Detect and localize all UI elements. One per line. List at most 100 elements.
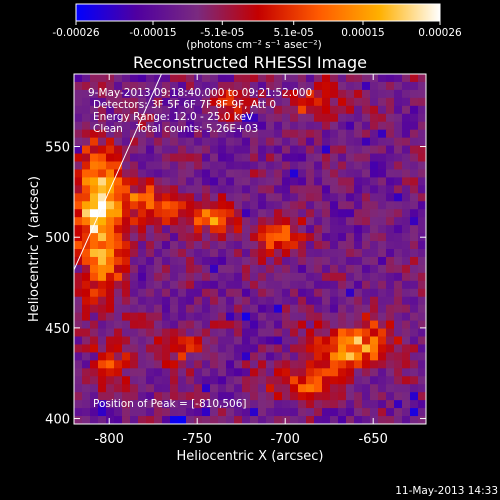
plot-frame xyxy=(73,73,427,425)
heatmap-cell xyxy=(330,105,339,115)
heatmap-cell xyxy=(402,74,411,83)
heatmap-cell xyxy=(266,392,275,401)
heatmap-cell xyxy=(218,320,227,330)
heatmap-cell xyxy=(210,384,219,393)
heatmap-cell xyxy=(306,225,315,234)
heatmap-cell xyxy=(130,328,139,338)
heatmap-cell xyxy=(194,408,203,417)
heatmap-cell xyxy=(298,193,307,202)
heatmap-cell xyxy=(330,360,339,369)
heatmap-cell xyxy=(178,161,187,171)
heatmap-cell xyxy=(130,201,139,210)
heatmap-cell xyxy=(82,304,91,314)
heatmap-cell xyxy=(402,145,411,155)
heatmap-cell xyxy=(322,280,331,290)
heatmap-cell xyxy=(114,169,123,178)
heatmap-cell xyxy=(362,209,371,218)
heatmap-cell xyxy=(162,169,171,178)
heatmap-cell xyxy=(210,153,219,163)
solar-limb-line xyxy=(74,74,163,271)
heatmap-cell xyxy=(338,376,347,385)
heatmap-cell xyxy=(74,105,83,115)
heatmap-cell xyxy=(178,233,187,242)
heatmap-cell xyxy=(298,185,307,194)
heatmap-cell xyxy=(338,121,347,131)
heatmap-cell xyxy=(346,97,355,107)
heatmap-cell xyxy=(106,121,115,131)
y-tick-label: 500 xyxy=(45,231,70,246)
heatmap-cell xyxy=(258,256,267,266)
heatmap-cell xyxy=(90,129,99,139)
heatmap-cell xyxy=(90,145,99,155)
heatmap-cell xyxy=(370,121,379,131)
heatmap-cell xyxy=(386,121,395,131)
heatmap-cell xyxy=(178,193,187,202)
heatmap-cell xyxy=(122,280,131,290)
heatmap-cell xyxy=(258,416,267,424)
heatmap-cell xyxy=(186,296,195,306)
heatmap-cell xyxy=(242,408,251,417)
heatmap-cell xyxy=(410,360,419,369)
heatmap-cell xyxy=(122,201,131,210)
heatmap-cell xyxy=(114,137,123,147)
heatmap-cell xyxy=(298,320,307,330)
heatmap-cell xyxy=(338,169,347,178)
heatmap-cell xyxy=(170,89,179,99)
heatmap-cell xyxy=(282,264,291,274)
heatmap-cell xyxy=(354,201,363,210)
heatmap-cell xyxy=(122,352,131,361)
heatmap-cell xyxy=(266,129,275,139)
heatmap-cell xyxy=(218,352,227,361)
heatmap-cell xyxy=(210,137,219,147)
heatmap-image xyxy=(74,74,426,424)
heatmap-cell xyxy=(282,280,291,290)
heatmap-cell xyxy=(130,81,139,91)
heatmap-cell xyxy=(354,272,363,282)
heatmap-cell xyxy=(130,177,139,186)
heatmap-cell xyxy=(82,344,91,353)
heatmap-cell xyxy=(258,280,267,290)
heatmap-cell xyxy=(162,272,171,282)
heatmap-cell xyxy=(210,185,219,194)
heatmap-cell xyxy=(258,169,267,178)
heatmap-cell xyxy=(202,408,211,417)
heatmap-cell xyxy=(170,185,179,194)
heatmap-cell xyxy=(146,233,155,242)
heatmap-cell xyxy=(418,288,426,298)
heatmap-cell xyxy=(154,185,163,194)
heatmap-cell xyxy=(378,272,387,282)
heatmap-cell xyxy=(218,360,227,369)
heatmap-cell xyxy=(298,408,307,417)
heatmap-cell xyxy=(146,344,155,353)
heatmap-cell xyxy=(130,256,139,266)
x-tick-label: -800 xyxy=(94,432,124,447)
heatmap-cell xyxy=(202,416,211,424)
heatmap-cell xyxy=(250,121,259,131)
heatmap-cell xyxy=(186,280,195,290)
heatmap-cell xyxy=(82,217,91,226)
heatmap-cell xyxy=(114,400,123,409)
heatmap-cell xyxy=(122,304,131,314)
heatmap-cell xyxy=(362,312,371,322)
heatmap-cell xyxy=(282,360,291,369)
heatmap-cell xyxy=(362,304,371,314)
heatmap-cell xyxy=(114,408,123,417)
heatmap-cell xyxy=(138,217,147,226)
heatmap-cell xyxy=(202,233,211,242)
heatmap-cell xyxy=(242,249,251,258)
heatmap-cell xyxy=(418,360,426,369)
heatmap-cell xyxy=(298,400,307,409)
heatmap-cell xyxy=(306,129,315,139)
heatmap-cell xyxy=(362,225,371,234)
heatmap-cell xyxy=(394,81,403,91)
heatmap-cell xyxy=(194,113,203,123)
heatmap-cell xyxy=(394,209,403,218)
heatmap-cell xyxy=(370,249,379,258)
heatmap-cell xyxy=(338,233,347,242)
heatmap-cell xyxy=(298,217,307,226)
heatmap-cell xyxy=(290,97,299,107)
colorbar-tick-label: -5.1e-05 xyxy=(200,27,244,39)
heatmap-cell xyxy=(354,256,363,266)
heatmap-cell xyxy=(402,209,411,218)
